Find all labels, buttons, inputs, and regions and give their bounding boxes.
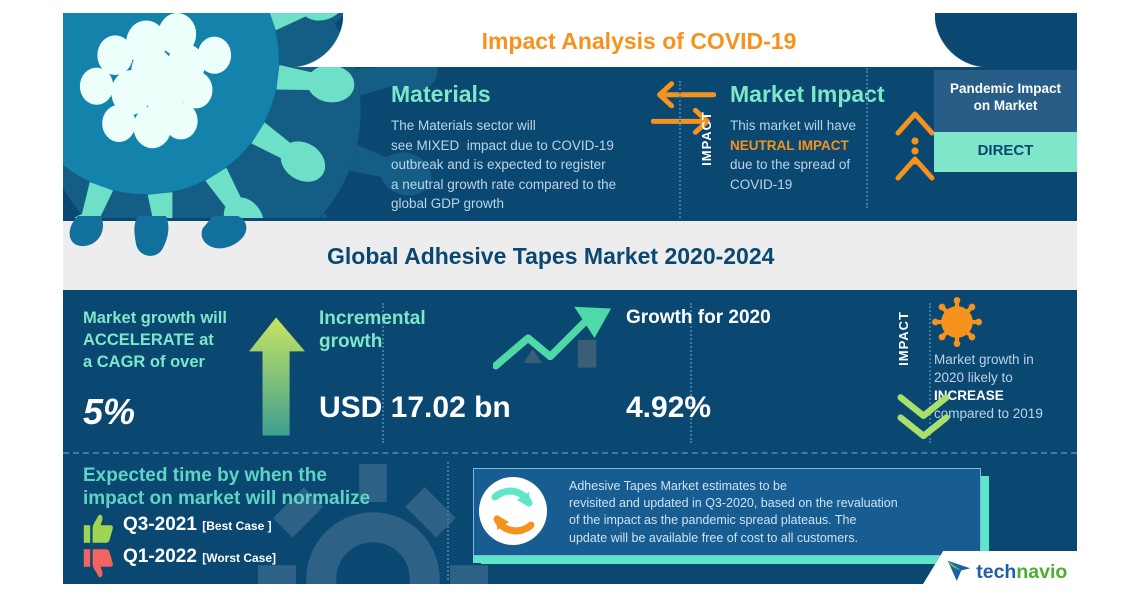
svg-text:technavio: technavio xyxy=(976,561,1067,583)
